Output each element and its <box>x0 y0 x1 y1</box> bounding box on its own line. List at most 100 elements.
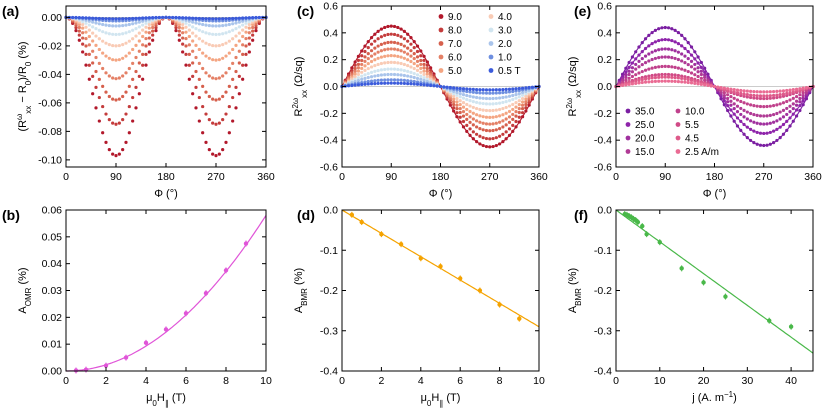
data-point <box>511 87 515 91</box>
data-point <box>491 136 495 141</box>
data-point <box>373 79 377 83</box>
data-point <box>227 22 231 27</box>
data-point <box>660 55 664 59</box>
y-tick-label: 0.0 <box>323 81 338 93</box>
data-point <box>383 73 387 77</box>
data-point <box>650 79 654 84</box>
data-point <box>396 41 400 45</box>
panel-label: (d) <box>297 207 315 223</box>
data-point <box>673 65 677 69</box>
data-point <box>657 48 661 52</box>
data-point <box>91 61 95 65</box>
fit-line <box>615 209 814 354</box>
label-part: (T) <box>443 392 460 404</box>
data-point <box>504 123 508 127</box>
data-point <box>117 58 121 62</box>
data-point <box>778 95 782 99</box>
data-point <box>634 81 638 85</box>
data-point <box>488 88 492 92</box>
data-point <box>127 39 131 43</box>
data-point <box>127 66 131 71</box>
data-point <box>680 80 684 84</box>
data-point <box>637 78 641 82</box>
data-point <box>484 115 489 119</box>
data-point <box>676 73 680 78</box>
data-point <box>360 82 364 87</box>
data-point <box>211 24 215 28</box>
data-point <box>137 20 141 24</box>
data-point <box>363 59 367 63</box>
data-point <box>97 37 101 41</box>
data-point <box>386 60 390 65</box>
data-point <box>778 117 782 121</box>
data-point <box>141 28 145 32</box>
data-point <box>693 73 697 77</box>
data-point <box>383 67 387 72</box>
y-tick-label: 0.4 <box>323 27 338 39</box>
data-point <box>223 268 229 273</box>
x-tick-label: 8 <box>223 375 229 387</box>
data-point <box>798 93 802 97</box>
plot-area <box>64 15 268 158</box>
data-point <box>742 92 746 96</box>
data-point <box>765 94 769 98</box>
legend-marker <box>488 41 494 46</box>
data-point <box>699 76 703 80</box>
data-point <box>91 92 95 96</box>
data-point <box>517 99 521 103</box>
data-point <box>360 62 364 67</box>
data-point <box>231 47 235 52</box>
data-point <box>241 77 245 81</box>
data-point <box>396 81 400 85</box>
data-point <box>359 219 364 225</box>
data-point <box>350 83 354 88</box>
data-point <box>151 25 155 30</box>
data-point <box>74 28 78 33</box>
data-point <box>794 103 799 107</box>
data-point <box>673 56 677 61</box>
panel-f: (f) 0 10 20 30 40 0.0 -0.1 -0.2 -0.3 -0.4 j (A. m−1… <box>567 205 814 404</box>
data-point <box>251 29 255 33</box>
data-point <box>768 113 772 117</box>
data-point <box>415 68 420 72</box>
data-point <box>227 39 231 43</box>
label-part: μ <box>421 392 427 404</box>
data-point <box>191 92 195 96</box>
x-axis-label: μ0H∥ (T) <box>146 392 186 408</box>
data-point <box>666 47 671 51</box>
data-point <box>94 55 98 60</box>
legend-label: 2.0 <box>498 39 512 50</box>
data-point <box>224 54 228 58</box>
data-point <box>788 104 792 108</box>
data-point <box>406 79 410 83</box>
data-point <box>520 86 525 90</box>
legend-marker <box>675 135 681 141</box>
data-point <box>484 128 489 133</box>
data-point <box>637 81 641 85</box>
y-tick-label: -0.2 <box>320 285 338 297</box>
x-tick-label: 0 <box>613 171 619 183</box>
y-tick-label: -0.6 <box>320 162 338 174</box>
data-point <box>504 111 508 115</box>
label-part: OMR <box>24 287 33 306</box>
data-point <box>81 36 85 40</box>
data-point <box>465 102 469 107</box>
x-axis-label: μ0H∥ (T) <box>421 392 461 408</box>
data-point <box>475 91 479 95</box>
data-point <box>650 57 654 62</box>
data-point <box>791 90 795 94</box>
data-point <box>781 101 786 105</box>
data-point <box>494 108 498 112</box>
data-point <box>379 73 383 77</box>
data-point <box>117 97 121 101</box>
data-point <box>396 54 400 58</box>
data-point <box>131 47 135 52</box>
data-point <box>461 92 466 97</box>
ticks: 0 90 180 270 360 0.00 -0.02 -0.04 -0.06 -0.08 -0.1… <box>38 6 275 183</box>
data-point <box>227 51 231 55</box>
data-point <box>494 96 498 100</box>
data-point <box>478 101 482 105</box>
legend-marker <box>438 41 444 46</box>
data-point <box>221 43 225 47</box>
data-point <box>660 72 664 77</box>
